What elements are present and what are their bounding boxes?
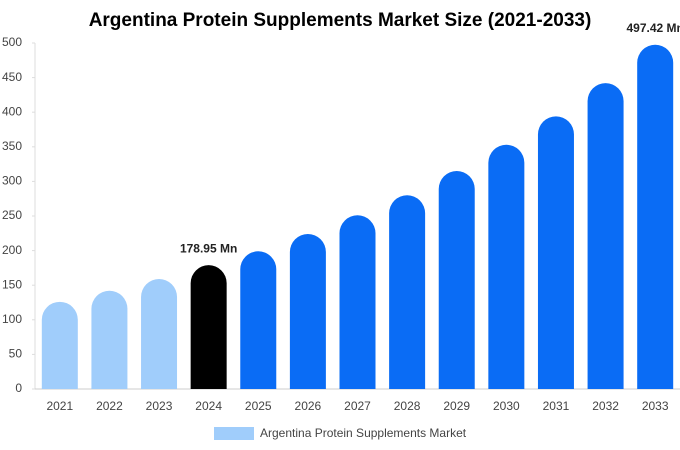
bar [141,278,178,389]
x-tick-label: 2030 [493,399,520,413]
x-tick-label: 2026 [295,399,322,413]
legend-label: Argentina Protein Supplements Market [260,426,467,440]
bar [240,251,277,389]
y-tick-label: 200 [2,243,22,257]
bar [91,290,128,389]
x-tick-label: 2031 [543,399,570,413]
x-tick-label: 2022 [96,399,123,413]
bar [339,215,376,389]
x-tick-label: 2032 [592,399,619,413]
y-tick-label: 0 [15,381,22,395]
chart-title: Argentina Protein Supplements Market Siz… [89,10,592,31]
y-tick-label: 500 [2,35,22,49]
y-tick-label: 100 [2,312,22,326]
x-tick-label: 2033 [642,399,669,413]
y-tick-label: 300 [2,174,22,188]
bar [488,144,525,389]
y-tick-label: 250 [2,208,22,222]
bar [438,171,475,389]
y-tick-label: 350 [2,139,22,153]
bar [41,301,78,389]
bar [587,83,624,390]
bar [190,265,227,389]
y-tick-label: 400 [2,104,22,118]
value-label: 178.95 Mn [180,241,237,255]
x-tick-label: 2024 [195,399,222,413]
bar [389,195,426,389]
bar [289,233,326,389]
y-tick-label: 50 [9,347,23,361]
y-tick-label: 450 [2,70,22,84]
x-tick-label: 2023 [146,399,173,413]
x-tick-label: 2028 [394,399,421,413]
x-tick-label: 2027 [344,399,371,413]
y-tick-label: 150 [2,277,22,291]
bar [537,116,574,390]
value-label: 497.42 Mn [627,21,680,35]
x-tick-label: 2025 [245,399,272,413]
legend-swatch [214,427,254,440]
x-tick-label: 2021 [46,399,73,413]
x-tick-label: 2029 [443,399,470,413]
bar [637,44,674,389]
